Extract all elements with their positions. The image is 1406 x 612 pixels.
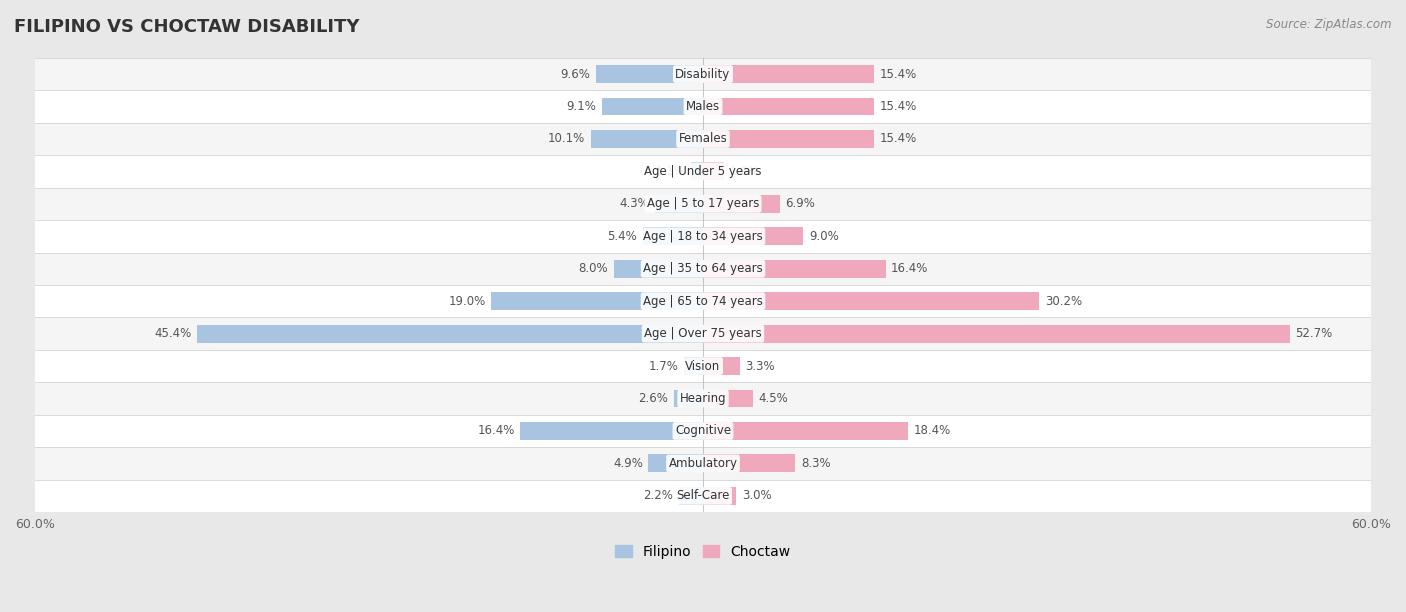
- Bar: [703, 65, 875, 83]
- Text: 6.9%: 6.9%: [786, 197, 815, 211]
- Bar: [679, 487, 703, 505]
- Bar: [673, 390, 703, 408]
- Text: 4.9%: 4.9%: [613, 457, 643, 470]
- Bar: [703, 487, 737, 505]
- Text: 15.4%: 15.4%: [880, 67, 917, 81]
- Text: 19.0%: 19.0%: [449, 295, 486, 308]
- Text: Vision: Vision: [685, 360, 721, 373]
- Text: 3.0%: 3.0%: [742, 490, 772, 502]
- Bar: [520, 422, 703, 440]
- Text: 9.6%: 9.6%: [561, 67, 591, 81]
- Bar: [197, 325, 703, 343]
- Bar: [703, 325, 1289, 343]
- Text: Self-Care: Self-Care: [676, 490, 730, 502]
- Bar: [591, 130, 703, 148]
- Bar: [703, 97, 875, 116]
- Text: 8.0%: 8.0%: [579, 262, 609, 275]
- Text: Females: Females: [679, 132, 727, 146]
- Bar: [596, 65, 703, 83]
- Bar: [703, 260, 886, 278]
- Text: 8.3%: 8.3%: [801, 457, 831, 470]
- Text: Age | 65 to 74 years: Age | 65 to 74 years: [643, 295, 763, 308]
- Text: 4.5%: 4.5%: [759, 392, 789, 405]
- Text: 30.2%: 30.2%: [1045, 295, 1083, 308]
- Bar: [35, 188, 1371, 220]
- Bar: [35, 350, 1371, 382]
- Bar: [35, 91, 1371, 123]
- Bar: [35, 480, 1371, 512]
- Bar: [703, 228, 803, 245]
- Text: 2.2%: 2.2%: [643, 490, 673, 502]
- Text: 9.0%: 9.0%: [808, 230, 838, 243]
- Text: 10.1%: 10.1%: [548, 132, 585, 146]
- Text: 1.7%: 1.7%: [648, 360, 679, 373]
- Text: Age | 5 to 17 years: Age | 5 to 17 years: [647, 197, 759, 211]
- Bar: [35, 220, 1371, 253]
- Bar: [703, 195, 780, 213]
- Text: Ambulatory: Ambulatory: [668, 457, 738, 470]
- Legend: Filipino, Choctaw: Filipino, Choctaw: [610, 539, 796, 564]
- Text: Age | 35 to 64 years: Age | 35 to 64 years: [643, 262, 763, 275]
- Bar: [648, 455, 703, 472]
- Bar: [643, 228, 703, 245]
- Bar: [703, 422, 908, 440]
- Bar: [703, 455, 796, 472]
- Text: Age | 18 to 34 years: Age | 18 to 34 years: [643, 230, 763, 243]
- Bar: [703, 130, 875, 148]
- Text: Disability: Disability: [675, 67, 731, 81]
- Text: Age | Over 75 years: Age | Over 75 years: [644, 327, 762, 340]
- Text: Source: ZipAtlas.com: Source: ZipAtlas.com: [1267, 18, 1392, 31]
- Bar: [492, 293, 703, 310]
- Bar: [690, 162, 703, 181]
- Bar: [655, 195, 703, 213]
- Text: 18.4%: 18.4%: [914, 425, 950, 438]
- Text: 4.3%: 4.3%: [620, 197, 650, 211]
- Bar: [35, 58, 1371, 91]
- Bar: [35, 285, 1371, 318]
- Bar: [35, 123, 1371, 155]
- Text: Hearing: Hearing: [679, 392, 727, 405]
- Bar: [35, 447, 1371, 480]
- Text: Age | Under 5 years: Age | Under 5 years: [644, 165, 762, 178]
- Text: Cognitive: Cognitive: [675, 425, 731, 438]
- Text: 5.4%: 5.4%: [607, 230, 637, 243]
- Bar: [703, 162, 724, 181]
- Bar: [35, 253, 1371, 285]
- Bar: [614, 260, 703, 278]
- Text: 9.1%: 9.1%: [567, 100, 596, 113]
- Bar: [703, 293, 1039, 310]
- Text: 2.6%: 2.6%: [638, 392, 668, 405]
- Bar: [35, 155, 1371, 188]
- Text: 16.4%: 16.4%: [891, 262, 928, 275]
- Bar: [35, 382, 1371, 415]
- Bar: [703, 357, 740, 375]
- Text: Males: Males: [686, 100, 720, 113]
- Bar: [35, 415, 1371, 447]
- Bar: [685, 357, 703, 375]
- Text: 3.3%: 3.3%: [745, 360, 775, 373]
- Bar: [703, 390, 754, 408]
- Text: FILIPINO VS CHOCTAW DISABILITY: FILIPINO VS CHOCTAW DISABILITY: [14, 18, 360, 36]
- Text: 16.4%: 16.4%: [478, 425, 515, 438]
- Text: 1.9%: 1.9%: [730, 165, 759, 178]
- Text: 1.1%: 1.1%: [655, 165, 685, 178]
- Bar: [602, 97, 703, 116]
- Text: 52.7%: 52.7%: [1295, 327, 1333, 340]
- Text: 45.4%: 45.4%: [155, 327, 193, 340]
- Text: 15.4%: 15.4%: [880, 100, 917, 113]
- Text: 15.4%: 15.4%: [880, 132, 917, 146]
- Bar: [35, 318, 1371, 350]
